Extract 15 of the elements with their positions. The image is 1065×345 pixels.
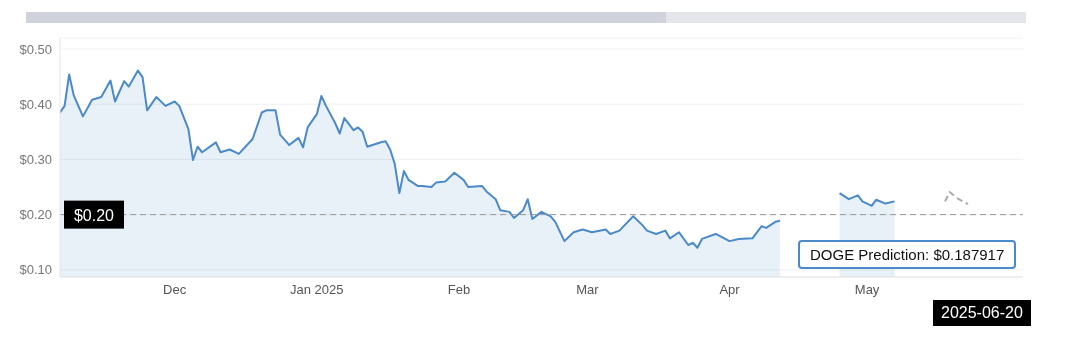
text: 2025-06-20 (933, 300, 1031, 326)
ref-line-label: $0.20 (73, 206, 115, 224)
x-tick-label: Dec (163, 282, 187, 298)
y-tick-label: $0.40 (19, 96, 52, 112)
x-tick-label: May (854, 282, 880, 298)
y-tick-label: $0.50 (19, 41, 52, 57)
x-tick-label: Mar (576, 282, 600, 298)
x-tick-label: Apr (719, 282, 741, 298)
y-tick-label: $0.20 (19, 207, 52, 223)
x-tick-label: Jan 2025 (290, 282, 344, 298)
y-tick-label: $0.30 (19, 152, 52, 168)
annotation: DOGE Prediction: $0.187917 (798, 240, 1017, 269)
line-series (944, 191, 969, 206)
y-tick-label: $0.10 (19, 262, 52, 278)
x-tick-label: Feb (447, 282, 471, 298)
